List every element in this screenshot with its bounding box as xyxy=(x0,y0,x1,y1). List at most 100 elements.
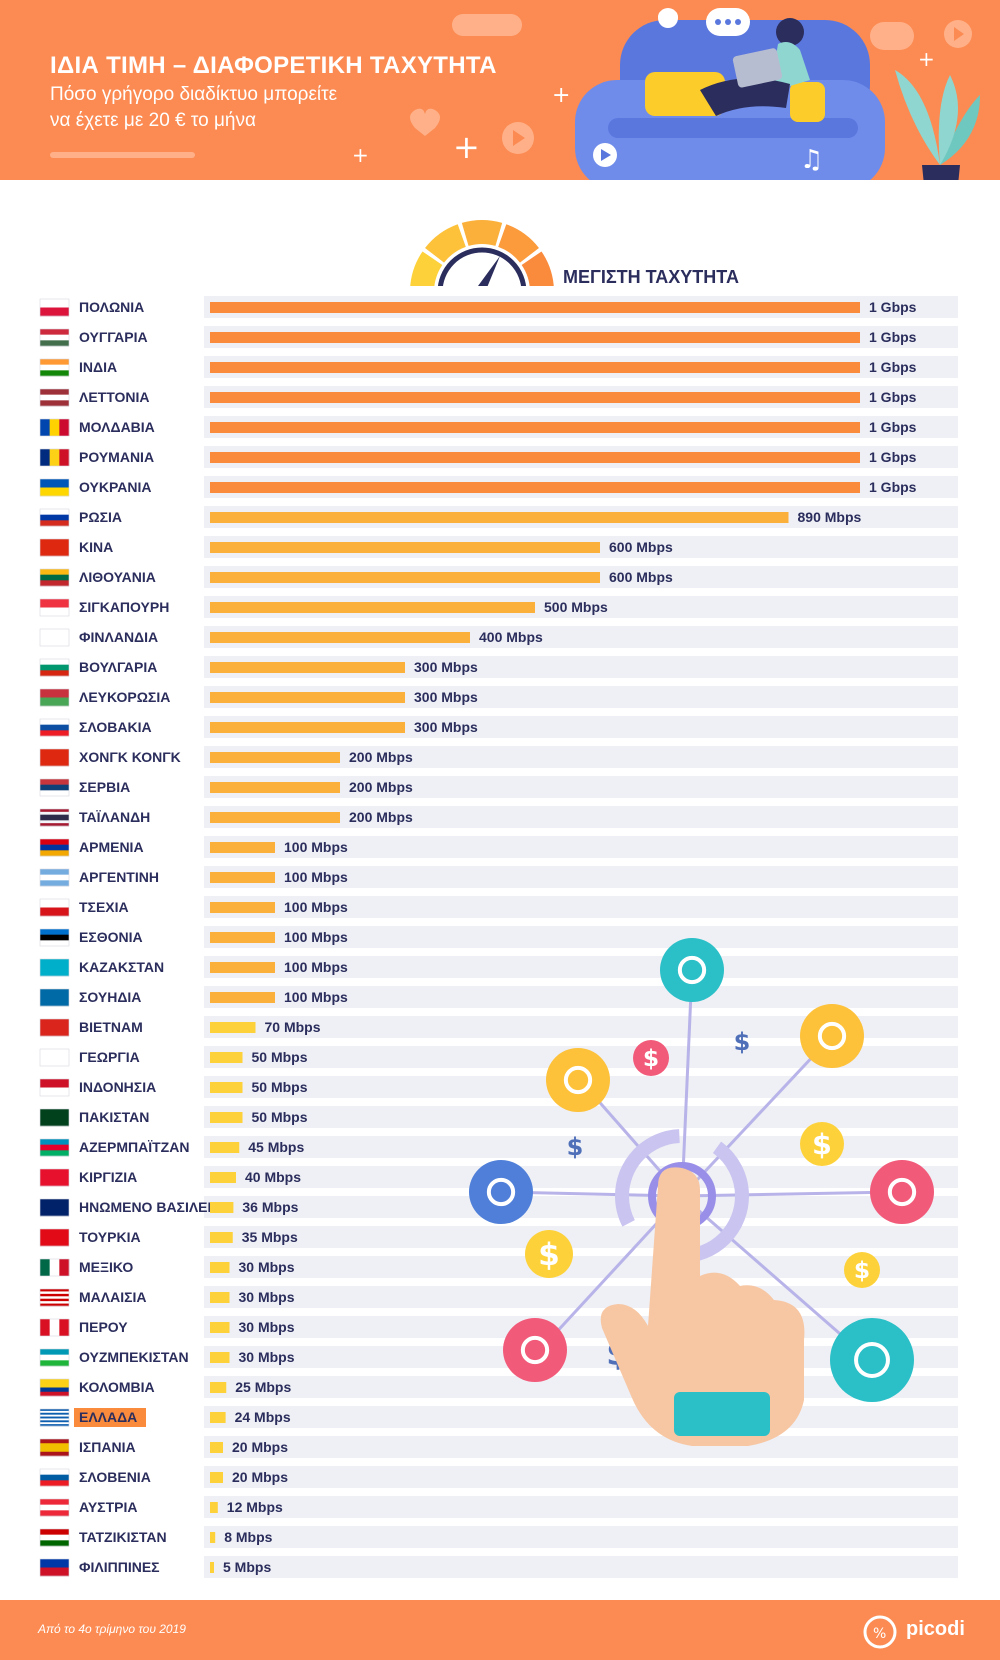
chart-title: ΜΕΓΙΣΤΗ ΤΑΧΥΤΗΤΑ xyxy=(563,267,739,287)
value-label: 40 Mbps xyxy=(245,1169,301,1185)
table-row: ΟΥΚΡΑΝΙΑ 1 Gbps xyxy=(39,476,958,498)
value-label: 100 Mbps xyxy=(284,839,348,855)
flag-icon xyxy=(39,1078,70,1097)
country-label: ΕΣΘΟΝΙΑ xyxy=(79,929,143,945)
value-label: 200 Mbps xyxy=(349,749,413,765)
svg-text:$: $ xyxy=(854,1256,870,1284)
bar-track xyxy=(204,1166,958,1188)
country-label: ΡΟΥΜΑΝΙΑ xyxy=(79,449,154,465)
value-label: 600 Mbps xyxy=(609,569,673,585)
dollar-icon: $ xyxy=(525,1230,573,1278)
country-label: ΟΥΓΓΑΡΙΑ xyxy=(79,329,148,345)
flag-icon xyxy=(39,568,70,587)
table-row: ΤΑΤΖΙΚΙΣΤΑΝ 8 Mbps xyxy=(39,1526,958,1548)
svg-text:+: + xyxy=(352,143,369,167)
flag-icon xyxy=(39,628,70,647)
chat-icon xyxy=(503,1318,567,1382)
data-bar xyxy=(210,1382,227,1393)
flag-icon xyxy=(39,1228,70,1247)
bar-track xyxy=(204,1226,958,1248)
table-row: ΕΣΘΟΝΙΑ 100 Mbps xyxy=(39,926,958,948)
value-label: 300 Mbps xyxy=(414,659,478,675)
value-label: 1 Gbps xyxy=(869,479,917,495)
flag-icon xyxy=(39,898,70,917)
country-label: ΑΖΕΡΜΠΑΪΤΖΑΝ xyxy=(79,1139,189,1155)
flag-icon xyxy=(39,1498,70,1517)
header-banner: + + + + ♫ ΙΔΙΑ ΤΙΜΗ – ΔΙΑΦΟΡΕΤΙΚΗ xyxy=(0,0,1000,180)
heart-bubble-icon xyxy=(658,10,678,28)
flag-icon xyxy=(39,388,70,407)
svg-text:%: % xyxy=(873,1626,886,1642)
value-label: 1 Gbps xyxy=(869,299,917,315)
country-label: ΙΝΔΟΝΗΣΙΑ xyxy=(79,1079,156,1095)
svg-text:$: $ xyxy=(643,1044,659,1072)
flag-icon xyxy=(39,748,70,767)
value-label: 25 Mbps xyxy=(235,1379,291,1395)
bar-track xyxy=(204,1106,958,1128)
value-label: 600 Mbps xyxy=(609,539,673,555)
table-row: ΟΥΖΜΠΕΚΙΣΤΑΝ 30 Mbps xyxy=(39,1346,958,1368)
table-row: ΠΑΚΙΣΤΑΝ 50 Mbps xyxy=(39,1106,958,1128)
flag-icon xyxy=(39,1018,70,1037)
music-note-icon: ♫ xyxy=(800,145,823,175)
flag-icon xyxy=(39,1168,70,1187)
table-row: ΛΙΘΟΥΑΝΙΑ 600 Mbps xyxy=(39,566,958,588)
dollar-icon: $ xyxy=(633,1040,669,1076)
bar-track xyxy=(204,1466,958,1488)
table-row: ΡΟΥΜΑΝΙΑ 1 Gbps xyxy=(39,446,958,468)
flag-icon xyxy=(39,718,70,737)
table-row: ΣΟΥΗΔΙΑ 100 Mbps xyxy=(39,986,958,1008)
table-row: ΤΑΪΛΑΝΔΗ 200 Mbps xyxy=(39,806,958,828)
country-label: ΠΑΚΙΣΤΑΝ xyxy=(79,1109,149,1125)
bar-track xyxy=(204,776,958,798)
bar-track xyxy=(204,1016,958,1038)
table-row: ΚΙΡΓΙΖΙΑ 40 Mbps xyxy=(39,1166,958,1188)
connector-line xyxy=(680,969,694,1197)
speed-bar-chart: ΜΕΓΙΣΤΗ ΤΑΧΥΤΗΤΑ ΠΟΛΩΝΙΑ 1 Gbps ΟΥΓΓΑΡΙΑ 1 … xyxy=(39,219,958,1578)
table-row: ΜΟΛΔΑΒΙΑ 1 Gbps xyxy=(39,416,958,438)
data-bar xyxy=(210,422,860,433)
data-bar xyxy=(210,722,405,733)
table-row: ΕΛΛΑΔΑ 24 Mbps xyxy=(39,1406,958,1428)
data-bar xyxy=(210,1082,243,1093)
table-row: ΑΥΣΤΡΙΑ 12 Mbps xyxy=(39,1496,958,1518)
bar-track xyxy=(204,926,958,948)
table-row: ΒΟΥΛΓΑΡΙΑ 300 Mbps xyxy=(39,656,958,678)
data-bar xyxy=(210,1532,216,1543)
country-label: ΜΟΛΔΑΒΙΑ xyxy=(79,419,155,435)
value-label: 300 Mbps xyxy=(414,689,478,705)
value-label: 1 Gbps xyxy=(869,329,917,345)
data-bar xyxy=(210,1472,223,1483)
flag-icon xyxy=(39,538,70,557)
svg-text:$: $ xyxy=(538,1237,560,1273)
flag-icon xyxy=(39,328,70,347)
flag-icon xyxy=(39,808,70,827)
table-row: ΙΝΔΙΑ 1 Gbps xyxy=(39,356,958,378)
data-bar xyxy=(210,512,789,523)
country-label: ΑΡΜΕΝΙΑ xyxy=(79,839,144,855)
flag-icon xyxy=(39,1258,70,1277)
bar-track xyxy=(204,986,958,1008)
table-row: ΣΙΓΚΑΠΟΥΡΗ 500 Mbps xyxy=(39,596,958,618)
table-row: ΛΕΤΤΟΝΙΑ 1 Gbps xyxy=(39,386,958,408)
picodi-logo-icon: % xyxy=(863,1615,897,1649)
flag-icon xyxy=(39,298,70,317)
value-label: 1 Gbps xyxy=(869,389,917,405)
speedometer-icon xyxy=(400,219,560,296)
value-label: 30 Mbps xyxy=(239,1349,295,1365)
value-label: 5 Mbps xyxy=(223,1559,271,1575)
deco-line xyxy=(50,152,195,158)
country-label: ΣΟΥΗΔΙΑ xyxy=(79,989,141,1005)
flag-icon xyxy=(39,1408,70,1427)
flag-icon xyxy=(39,478,70,497)
flag-icon xyxy=(39,448,70,467)
bar-track xyxy=(204,1436,958,1458)
heart-icon xyxy=(870,1160,934,1224)
pointing-hand-icon xyxy=(600,1167,805,1446)
flag-icon xyxy=(39,1318,70,1337)
bar-track xyxy=(204,1136,958,1158)
data-bar xyxy=(210,1322,230,1333)
bar-track xyxy=(204,896,958,918)
flag-icon xyxy=(39,1378,70,1397)
svg-text:+: + xyxy=(453,128,480,166)
